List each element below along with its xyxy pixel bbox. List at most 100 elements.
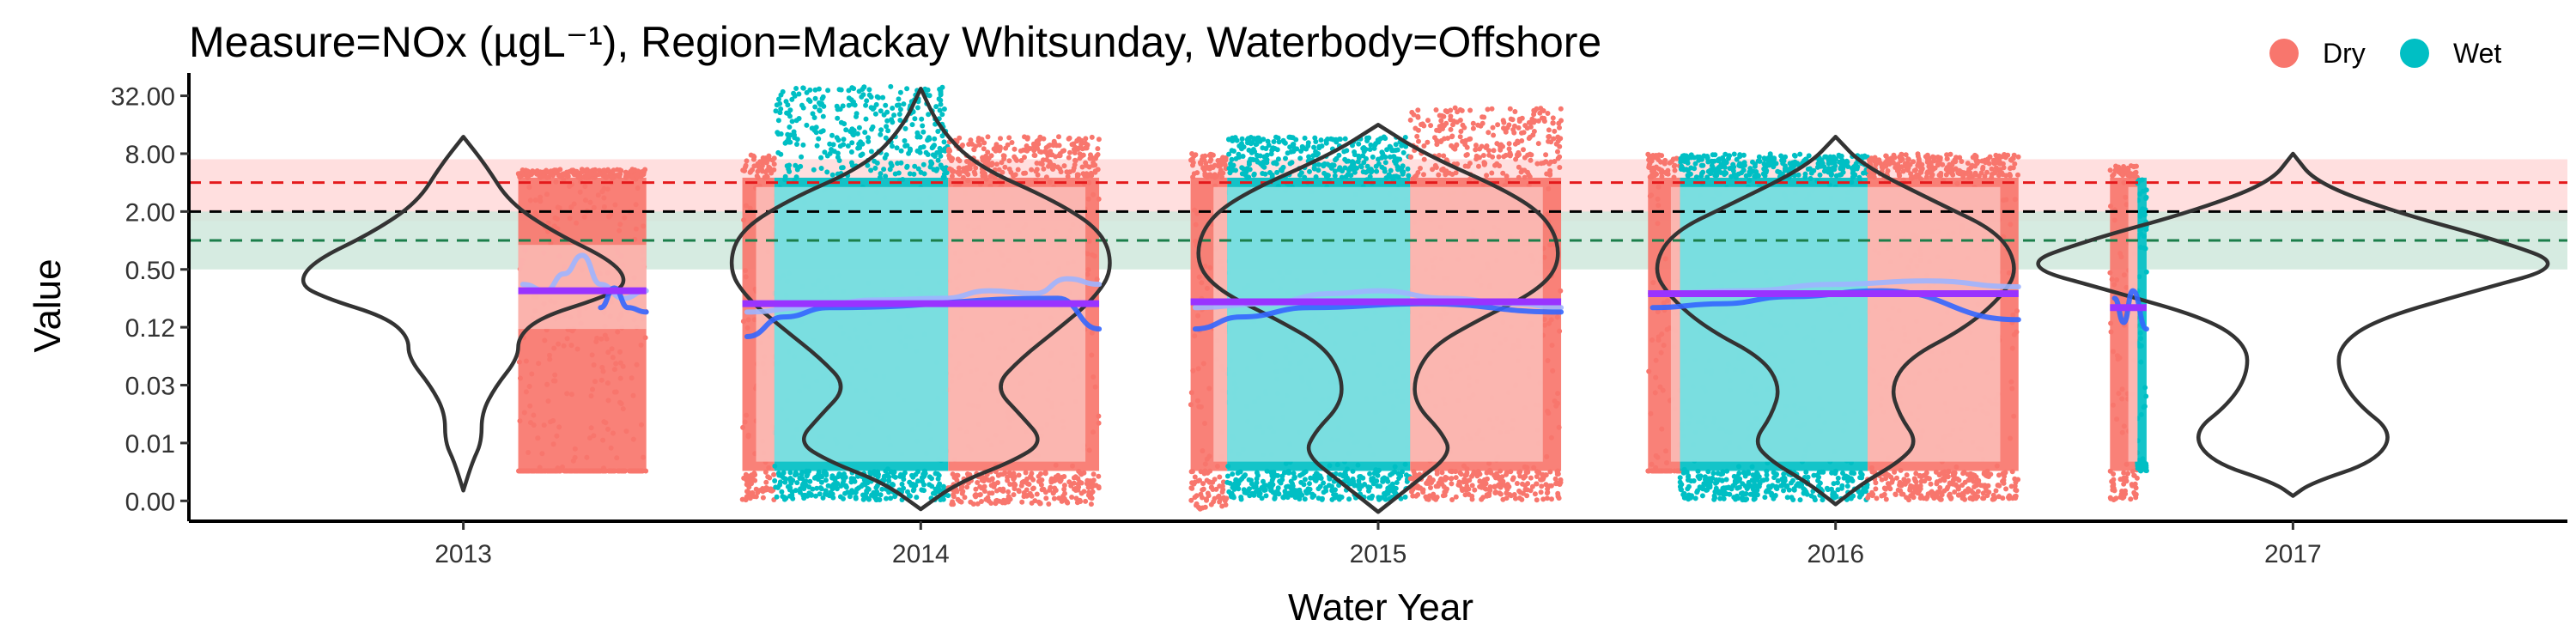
- data-point: [1397, 156, 1403, 162]
- data-point: [1470, 125, 1476, 131]
- data-point: [547, 356, 553, 362]
- data-point: [829, 172, 835, 178]
- data-point: [1687, 154, 1693, 160]
- data-point: [838, 483, 844, 489]
- data-point: [941, 139, 947, 145]
- data-point: [766, 164, 772, 170]
- data-point: [881, 167, 887, 173]
- data-point: [1313, 477, 1319, 483]
- data-point: [975, 480, 981, 485]
- data-point: [1285, 495, 1291, 501]
- data-point: [901, 473, 906, 479]
- data-point: [799, 154, 805, 160]
- data-point: [895, 161, 901, 167]
- data-point: [1558, 288, 1564, 294]
- data-point: [745, 434, 751, 440]
- data-point: [981, 146, 987, 152]
- data-point: [766, 465, 772, 471]
- data-point: [1558, 106, 1564, 112]
- data-point: [614, 455, 620, 461]
- data-point: [1476, 163, 1481, 169]
- data-point: [779, 489, 785, 495]
- data-point: [1668, 468, 1674, 474]
- data-point: [1005, 474, 1011, 480]
- data-point: [1327, 162, 1333, 168]
- data-point: [1705, 159, 1711, 165]
- data-point: [1002, 470, 1008, 476]
- data-point: [920, 129, 927, 135]
- data-point: [608, 468, 614, 474]
- data-point: [1550, 115, 1556, 121]
- data-point: [1092, 384, 1098, 390]
- data-point: [1082, 173, 1088, 179]
- data-point: [1007, 482, 1013, 487]
- data-point: [1012, 156, 1018, 161]
- data-point: [587, 435, 592, 441]
- data-point: [1664, 460, 1669, 465]
- data-point: [595, 468, 601, 474]
- data-point: [1348, 173, 1354, 179]
- data-point: [1822, 154, 1828, 160]
- data-point: [1307, 168, 1312, 174]
- data-point: [525, 174, 531, 180]
- data-point: [1278, 480, 1284, 486]
- data-point: [1072, 161, 1078, 167]
- data-point: [1492, 489, 1498, 495]
- data-point: [1485, 106, 1491, 112]
- data-point: [1711, 158, 1717, 164]
- data-point: [1055, 164, 1060, 170]
- data-point: [1339, 174, 1345, 180]
- data-point: [1204, 456, 1210, 462]
- data-point: [912, 116, 918, 122]
- data-point: [1461, 477, 1467, 483]
- data-point: [1233, 155, 1239, 161]
- data-point: [1416, 138, 1421, 144]
- data-point: [1298, 170, 1304, 176]
- data-point: [1340, 168, 1346, 174]
- data-point: [1286, 470, 1292, 476]
- data-point: [890, 119, 896, 125]
- data-point: [1072, 158, 1078, 164]
- data-point: [1088, 152, 1093, 158]
- data-point: [933, 167, 939, 173]
- data-point: [1500, 170, 1506, 176]
- data-point: [901, 101, 907, 107]
- data-point: [1667, 160, 1673, 166]
- data-point: [556, 205, 562, 211]
- data-point: [1032, 498, 1038, 504]
- data-point: [1662, 157, 1668, 163]
- data-point: [829, 132, 835, 138]
- data-point: [1415, 114, 1421, 120]
- data-point: [1199, 280, 1205, 286]
- data-point: [741, 217, 747, 223]
- data-point: [1346, 496, 1352, 502]
- data-point: [902, 125, 908, 131]
- data-point: [1528, 157, 1534, 163]
- data-point: [817, 100, 822, 106]
- data-point: [526, 468, 532, 474]
- data-point: [1066, 155, 1072, 161]
- data-point: [1079, 164, 1085, 170]
- data-point: [1254, 480, 1260, 486]
- data-point: [550, 418, 556, 423]
- data-point: [1089, 173, 1095, 179]
- data-point: [1555, 468, 1561, 474]
- data-point: [997, 144, 1003, 150]
- data-point: [998, 136, 1003, 142]
- data-point: [581, 214, 587, 220]
- data-point: [800, 142, 806, 148]
- data-point: [617, 171, 623, 177]
- data-point: [615, 468, 621, 474]
- data-point: [609, 174, 615, 180]
- data-point: [1741, 152, 1747, 158]
- data-point: [1354, 483, 1360, 489]
- data-point: [928, 159, 934, 165]
- data-point: [1409, 489, 1414, 495]
- data-point: [630, 392, 636, 398]
- data-point: [584, 454, 590, 460]
- data-point: [1194, 398, 1200, 404]
- data-point: [1075, 172, 1081, 178]
- data-point: [1492, 162, 1498, 168]
- data-point: [1731, 151, 1737, 157]
- data-point: [1856, 174, 1862, 180]
